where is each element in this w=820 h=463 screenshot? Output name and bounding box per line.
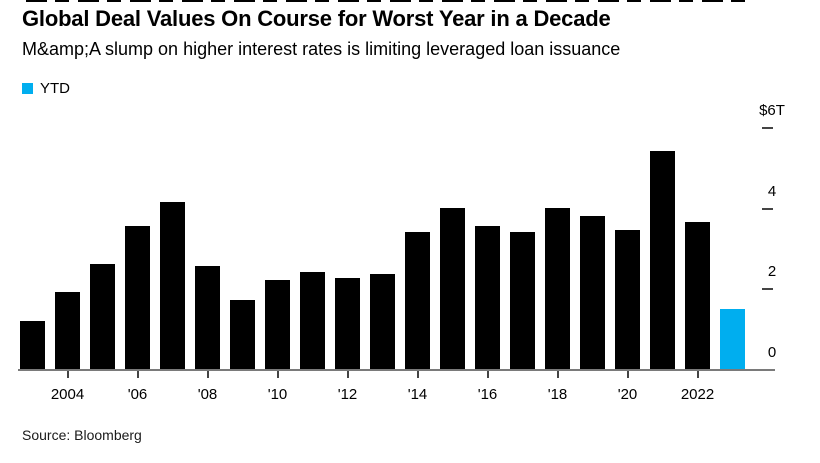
x-axis-line xyxy=(18,369,775,371)
x-axis-label-2016: '16 xyxy=(477,386,498,403)
x-axis-tick-2022 xyxy=(696,371,699,378)
bar-2020 xyxy=(615,229,640,369)
x-axis-tick-2004 xyxy=(66,371,69,378)
x-axis-tick-2012 xyxy=(346,371,349,378)
x-axis-tick-2010 xyxy=(276,371,279,378)
bar-2005 xyxy=(90,264,115,369)
x-axis-tick-2020 xyxy=(626,371,629,378)
y-axis-tick-6 xyxy=(762,127,773,130)
source-note: Source: Bloomberg xyxy=(22,427,142,443)
bar-2023 xyxy=(720,308,745,369)
bar-2016 xyxy=(475,225,500,369)
bar-2004 xyxy=(55,292,80,369)
bar-2008 xyxy=(195,266,220,369)
bar-2022 xyxy=(685,221,710,369)
legend: YTD xyxy=(22,80,70,97)
x-axis-tick-2008 xyxy=(206,371,209,378)
x-axis-label-2004: 2004 xyxy=(50,386,85,403)
bar-2021 xyxy=(650,151,675,369)
x-axis-label-2018: '18 xyxy=(547,386,568,403)
chart-subtitle: M&amp;A slump on higher interest rates i… xyxy=(22,39,621,59)
x-axis-tick-2014 xyxy=(416,371,419,378)
bar-2013 xyxy=(370,274,395,369)
bar-2012 xyxy=(335,278,360,369)
bar-2009 xyxy=(230,300,255,369)
y-axis-tick-4 xyxy=(762,207,773,210)
legend-swatch-ytd-icon xyxy=(22,83,33,94)
y-axis-label-0: 0 xyxy=(767,344,777,361)
y-axis-label-2: 2 xyxy=(767,263,777,281)
bar-2007 xyxy=(160,201,185,369)
x-axis-label-2006: '06 xyxy=(127,386,148,403)
y-axis-label-6: $6T xyxy=(759,102,785,120)
bar-2017 xyxy=(510,231,535,369)
chart-title: Global Deal Values On Course for Worst Y… xyxy=(22,6,611,31)
x-axis-label-2020: '20 xyxy=(617,386,638,403)
bar-2010 xyxy=(265,280,290,369)
bar-2003 xyxy=(20,320,45,369)
x-axis-tick-2006 xyxy=(136,371,139,378)
x-axis-tick-2018 xyxy=(556,371,559,378)
x-axis-label-2012: '12 xyxy=(337,386,358,403)
x-axis-label-2010: '10 xyxy=(267,386,288,403)
cropped-top-strip xyxy=(26,0,746,2)
y-axis-label-4: 4 xyxy=(767,182,777,200)
bar-2015 xyxy=(440,207,465,369)
x-axis-label-2014: '14 xyxy=(407,386,428,403)
x-axis-tick-2016 xyxy=(486,371,489,378)
bar-2014 xyxy=(405,231,430,369)
legend-label: YTD xyxy=(40,80,70,97)
bar-2018 xyxy=(545,207,570,369)
x-axis-label-2022: 2022 xyxy=(680,386,715,403)
bar-2006 xyxy=(125,225,150,369)
bar-2011 xyxy=(300,272,325,369)
y-axis-tick-2 xyxy=(762,288,773,291)
x-axis-label-2008: '08 xyxy=(197,386,218,403)
bar-2019 xyxy=(580,215,605,369)
